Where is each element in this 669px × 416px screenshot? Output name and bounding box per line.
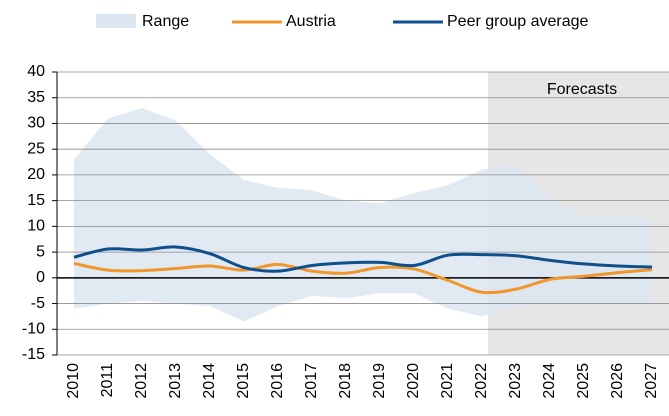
forecast-label: Forecasts — [547, 81, 617, 98]
x-tick-label: 2018 — [337, 363, 354, 399]
x-tick-label: 2026 — [609, 363, 626, 399]
y-tick-label: 10 — [27, 218, 45, 235]
legend-swatch — [96, 14, 136, 28]
y-tick-label: -5 — [31, 295, 45, 312]
x-tick-label: 2023 — [507, 363, 524, 399]
x-tick-label: 2024 — [541, 363, 558, 399]
y-tick-label: 35 — [27, 89, 45, 106]
line — [73, 261, 653, 295]
y-tick-label: 20 — [27, 166, 45, 183]
y-tick-label: -15 — [22, 346, 45, 363]
x-tick-label: 2015 — [235, 363, 252, 399]
x-tick-label: 2017 — [303, 363, 320, 399]
legend-label: Range — [142, 13, 189, 30]
x-tick-label: 2014 — [201, 363, 218, 399]
x-tick-label: 2027 — [643, 363, 660, 399]
x-tick-label: 2021 — [439, 363, 456, 399]
y-tick-label: 40 — [27, 63, 45, 80]
line — [73, 245, 653, 273]
x-tick-label: 2022 — [473, 363, 490, 399]
y-tick-label: 15 — [27, 192, 45, 209]
x-tick-label: 2012 — [133, 363, 150, 399]
x-tick-label: 2011 — [99, 363, 116, 398]
y-tick-label: 25 — [27, 140, 45, 157]
x-tick-label: 2016 — [269, 363, 286, 399]
y-tick-label: 30 — [27, 115, 45, 132]
x-tick-label: 2019 — [371, 363, 388, 399]
y-tick-label: 0 — [36, 269, 45, 286]
x-tick-label: 2025 — [575, 363, 592, 399]
legend-label: Peer group average — [447, 13, 589, 30]
legend-label: Austria — [286, 13, 336, 30]
x-tick-label: 2020 — [405, 363, 422, 399]
x-tick-label: 2013 — [167, 363, 184, 399]
y-tick-label: -10 — [22, 320, 45, 337]
x-tick-label: 2010 — [65, 363, 82, 399]
y-tick-label: 5 — [36, 243, 45, 260]
